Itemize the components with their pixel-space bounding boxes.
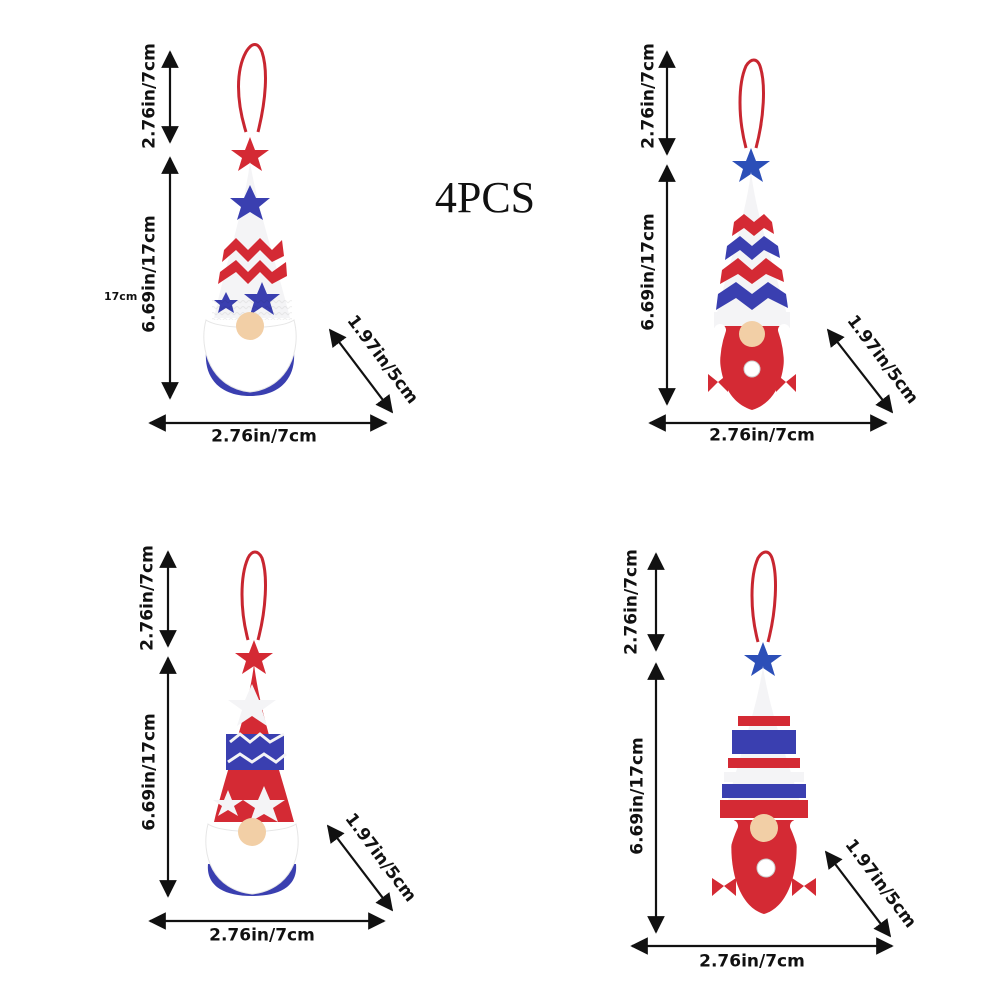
gnome-1-hanger-label: 2.76in/7cm — [139, 43, 160, 149]
gnome-2-width-label: 2.76in/7cm — [709, 425, 815, 446]
gnome-3-figure — [205, 550, 299, 896]
gnome-2-height-label: 6.69in/17cm — [638, 213, 659, 331]
star-topper-icon — [235, 640, 273, 674]
button-icon — [743, 360, 761, 378]
pack-count-title: 4PCS — [434, 173, 536, 222]
gnome-1-width-label: 2.76in/7cm — [211, 426, 317, 447]
gnome-4-height-label: 6.69in/17cm — [627, 737, 648, 855]
dimension-arrows — [148, 50, 894, 955]
nose-icon — [236, 312, 264, 340]
gnome-1-figure — [203, 43, 297, 396]
star-topper-icon — [732, 148, 770, 182]
nose-icon — [238, 818, 266, 846]
gnome-2-hanger-label: 2.76in/7cm — [638, 43, 659, 149]
star-topper-icon — [231, 137, 269, 171]
gnome-3-height-label: 6.69in/17cm — [139, 713, 160, 831]
gnome-2-figure — [708, 58, 796, 414]
star-topper-icon — [744, 642, 782, 676]
gnome-1-height-label: 6.69in/17cm — [139, 215, 160, 333]
gnome-3-hanger-label: 2.76in/7cm — [137, 545, 158, 651]
nose-icon — [750, 814, 778, 842]
nose-icon — [739, 321, 765, 347]
gnome-4-width-label: 2.76in/7cm — [699, 951, 805, 972]
gnome-3-width-label: 2.76in/7cm — [209, 925, 315, 946]
side-size-label: 17cm — [104, 290, 138, 303]
button-icon — [756, 858, 776, 878]
gnome-4-hanger-label: 2.76in/7cm — [621, 549, 642, 655]
gnome-4-figure — [712, 550, 816, 918]
